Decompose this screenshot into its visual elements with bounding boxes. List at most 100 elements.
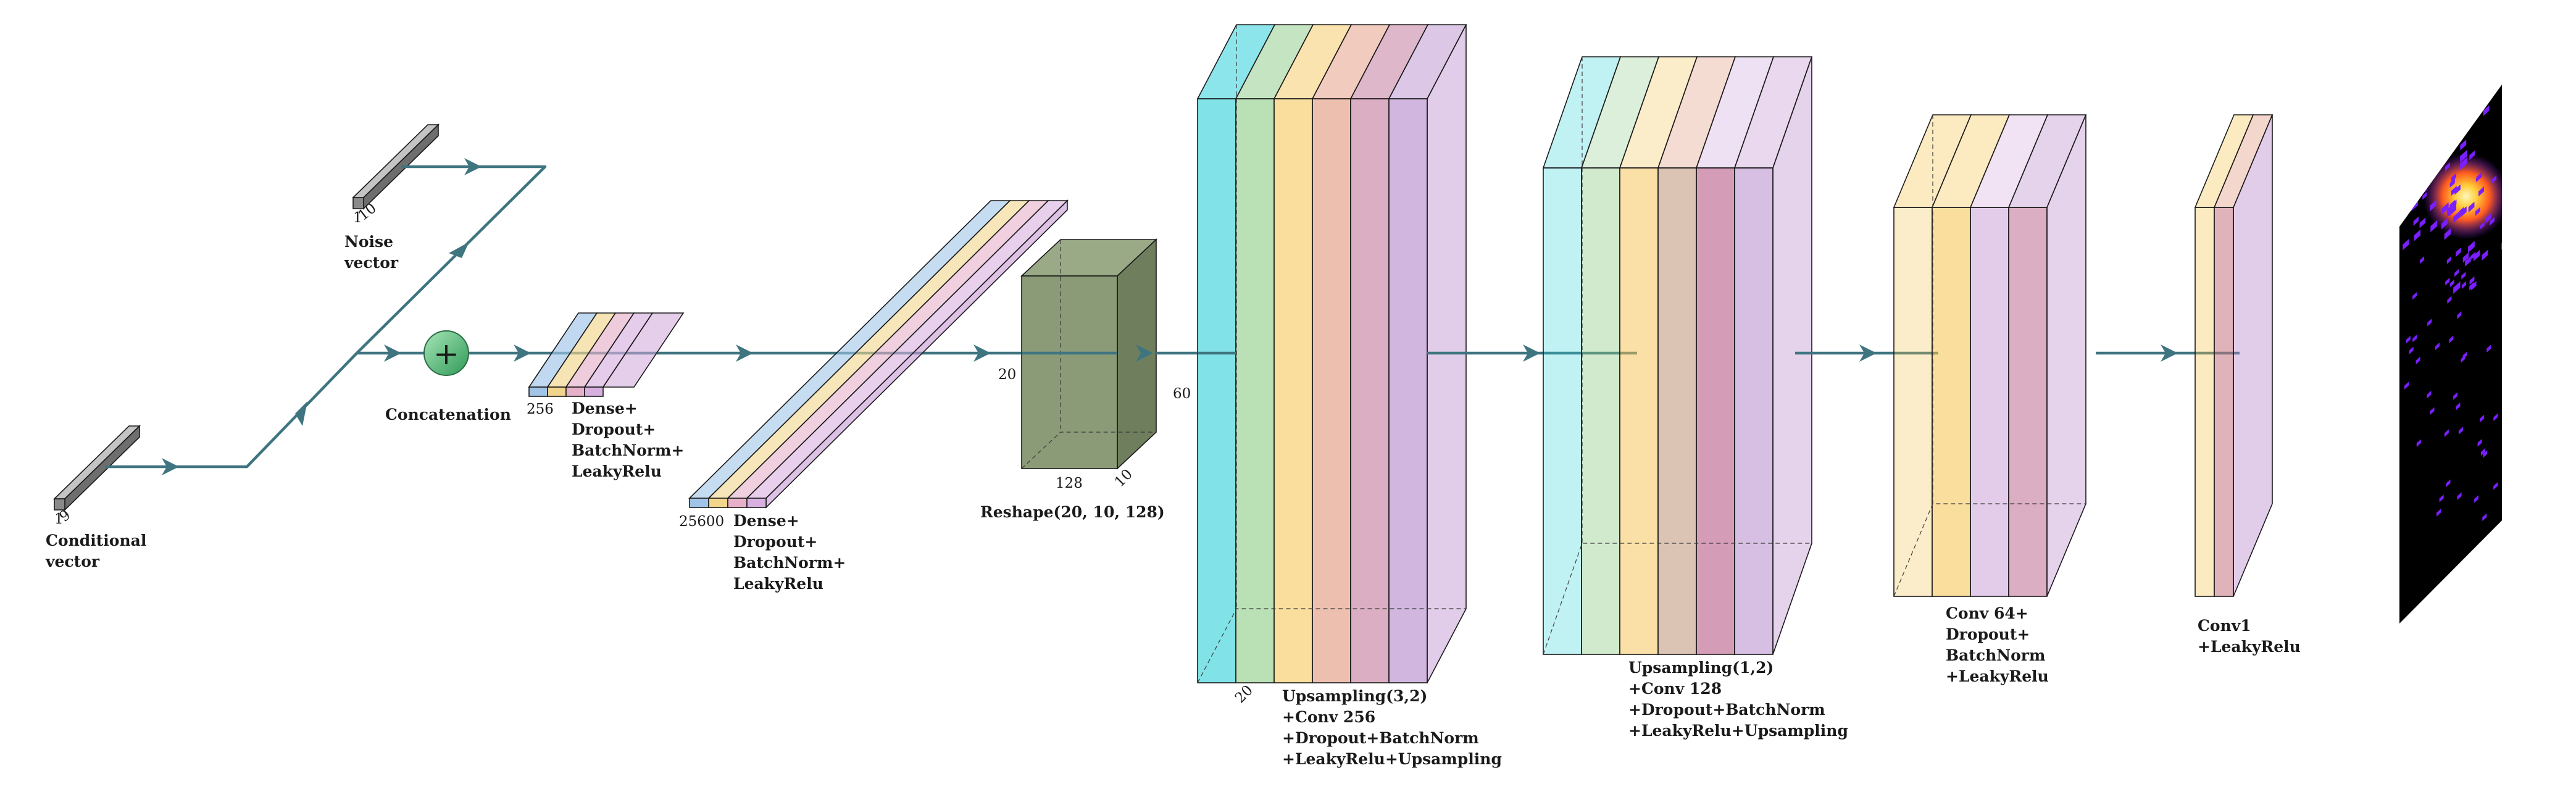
output-pixel (2548, 227, 2555, 240)
output-pixel (2424, 165, 2431, 178)
output-pixel (2530, 193, 2537, 205)
output-pixel (2501, 236, 2502, 250)
output-pixel (2486, 344, 2491, 353)
output-pixel (2441, 218, 2448, 230)
output-pixel (2449, 335, 2454, 344)
conv64-label-line4: +LeakyRelu (1946, 667, 2049, 685)
output-pixel (2422, 191, 2427, 200)
output-pixel (2510, 279, 2516, 290)
output-pixel (2449, 279, 2454, 288)
up2-label-line3: +Dropout+BatchNorm (1628, 701, 1825, 719)
output-pixel (2468, 201, 2475, 213)
conv1-label-line2: +LeakyRelu (2198, 638, 2301, 656)
output-pixel (2413, 216, 2419, 226)
dense1-dim: 256 (527, 401, 554, 417)
output-pixel (2418, 121, 2424, 130)
output-pixel (2404, 382, 2409, 390)
output-pixel (2416, 439, 2421, 448)
output-pixel (2469, 276, 2475, 285)
up1-dim-d: 20 (1232, 682, 1256, 706)
dense1-label-line3: BatchNorm+ (572, 441, 684, 459)
arrow-reshape-to-up1 (1136, 344, 1153, 362)
output-pixel (2473, 249, 2480, 262)
output-pixel (2460, 206, 2467, 218)
noise-label-line1: Noise (344, 233, 393, 251)
output-pixel (2460, 157, 2468, 170)
output-pixel (2427, 319, 2432, 327)
output-pixel (2485, 213, 2491, 224)
output-pixel (2549, 178, 2556, 191)
noise-label-line2: vector (344, 254, 399, 272)
reshape-cube (1020, 238, 1158, 470)
output-pixel (2449, 199, 2455, 210)
output-pixel (2504, 264, 2510, 275)
output-pixel (2540, 246, 2545, 255)
output-pixel (2427, 390, 2432, 399)
output-pixel (2512, 162, 2518, 172)
arrow-conv64-to-conv1 (2161, 344, 2178, 362)
output-pixel (2454, 269, 2459, 277)
output-pixel (2538, 170, 2543, 180)
output-pixel (2375, 223, 2382, 236)
output-pixel (2430, 407, 2435, 415)
conv64-block (1893, 114, 2087, 597)
output-pixel (2456, 402, 2461, 411)
output-pixel (2460, 149, 2467, 163)
output-pixel (2474, 495, 2479, 503)
output-pixel (2465, 256, 2471, 267)
output-pixel (2503, 120, 2508, 129)
dense2-block (688, 199, 1069, 509)
output-pixel (2441, 202, 2449, 215)
output-pixel (2490, 217, 2495, 226)
output-pixel (2459, 207, 2464, 215)
dense2-label-line1: Dense+ (733, 512, 799, 530)
output-pixel (2458, 427, 2463, 435)
up1-label-line4: +LeakyRelu+Upsampling (1282, 750, 1502, 768)
up2-label-line2: +Conv 128 (1628, 680, 1722, 698)
output-pixel (2483, 105, 2490, 116)
output-pixel (2445, 162, 2450, 172)
output-pixel (2439, 494, 2444, 503)
output-pixel (2456, 247, 2461, 257)
output-pixel (2463, 112, 2470, 123)
output-pixel (2506, 237, 2511, 247)
reshape-dim-w: 128 (1056, 475, 1083, 491)
output-pixel (2525, 263, 2532, 275)
output-pixel (2482, 249, 2488, 261)
up2-label-line1: Upsampling(1,2) (1628, 659, 1774, 677)
dense1-label-line4: LeakyRelu (572, 462, 662, 480)
output-pixel (2416, 356, 2420, 365)
up1-block (1196, 24, 1467, 683)
output-pixel (2457, 311, 2462, 319)
up1-dim-h: 60 (1173, 386, 1191, 402)
output-pixel (2475, 207, 2480, 216)
output-pixel (2478, 186, 2485, 197)
conv64-label-line2: Dropout+ (1946, 625, 2030, 643)
output-pixel (2460, 140, 2467, 151)
output-pixel (2436, 509, 2441, 517)
dense2-label-line3: BatchNorm+ (733, 554, 846, 572)
output-pixel (2383, 230, 2390, 242)
output-pixel (2411, 176, 2416, 186)
up1-label-line1: Upsampling(3,2) (1282, 687, 1427, 705)
conv64-label-line3: BatchNorm (1946, 646, 2045, 664)
output-pixel (2470, 251, 2476, 260)
output-pixel (2480, 448, 2485, 456)
output-pixel (2454, 184, 2461, 195)
output-pixel (2522, 211, 2527, 220)
up2-block (1542, 56, 1813, 655)
reshape-label: Reshape(20, 10, 128) (980, 503, 1165, 521)
output-pixel (2467, 240, 2475, 253)
arrow-up1-to-up2 (1523, 344, 1540, 362)
output-pixel (2449, 203, 2457, 217)
output-pixel (2389, 245, 2395, 256)
output-pixel (2515, 256, 2522, 269)
dense2-label-line2: Dropout+ (733, 533, 817, 551)
output-pixel (2453, 392, 2458, 400)
output-pixel (2430, 220, 2438, 233)
output-pixel (2403, 238, 2409, 251)
output-pixel (2508, 201, 2514, 212)
output-pixel (2538, 242, 2544, 253)
output-pixel (2449, 178, 2455, 188)
